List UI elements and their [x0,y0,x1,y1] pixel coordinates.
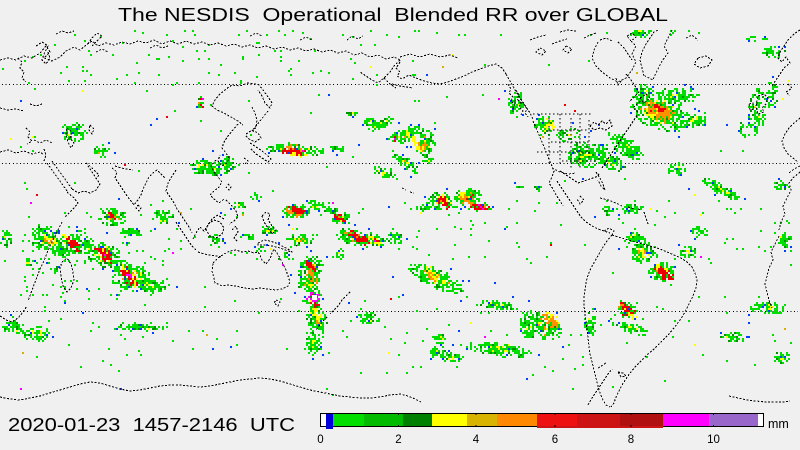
svg-text:mm: mm [768,417,789,431]
svg-text:8: 8 [628,434,634,446]
svg-text:4: 4 [473,434,480,446]
svg-text:2020-01-23 1457-2146 UTC: 2020-01-23 1457-2146 UTC [8,415,295,435]
svg-text:0: 0 [317,434,323,446]
svg-text:2: 2 [395,434,401,446]
svg-text:10: 10 [707,434,720,446]
svg-text:The NESDIS Operational Blend: The NESDIS Operational Blended RR over G… [118,5,668,25]
svg-text:6: 6 [552,434,558,446]
